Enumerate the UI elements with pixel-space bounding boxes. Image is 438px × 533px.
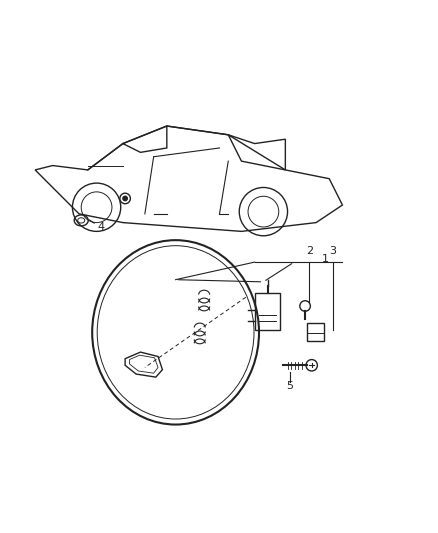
Text: 5: 5: [286, 381, 293, 391]
Text: 3: 3: [328, 246, 336, 256]
Circle shape: [120, 193, 130, 204]
Text: 2: 2: [305, 246, 312, 256]
Text: 4: 4: [97, 222, 104, 232]
Circle shape: [123, 196, 127, 200]
Text: 1: 1: [321, 254, 328, 264]
